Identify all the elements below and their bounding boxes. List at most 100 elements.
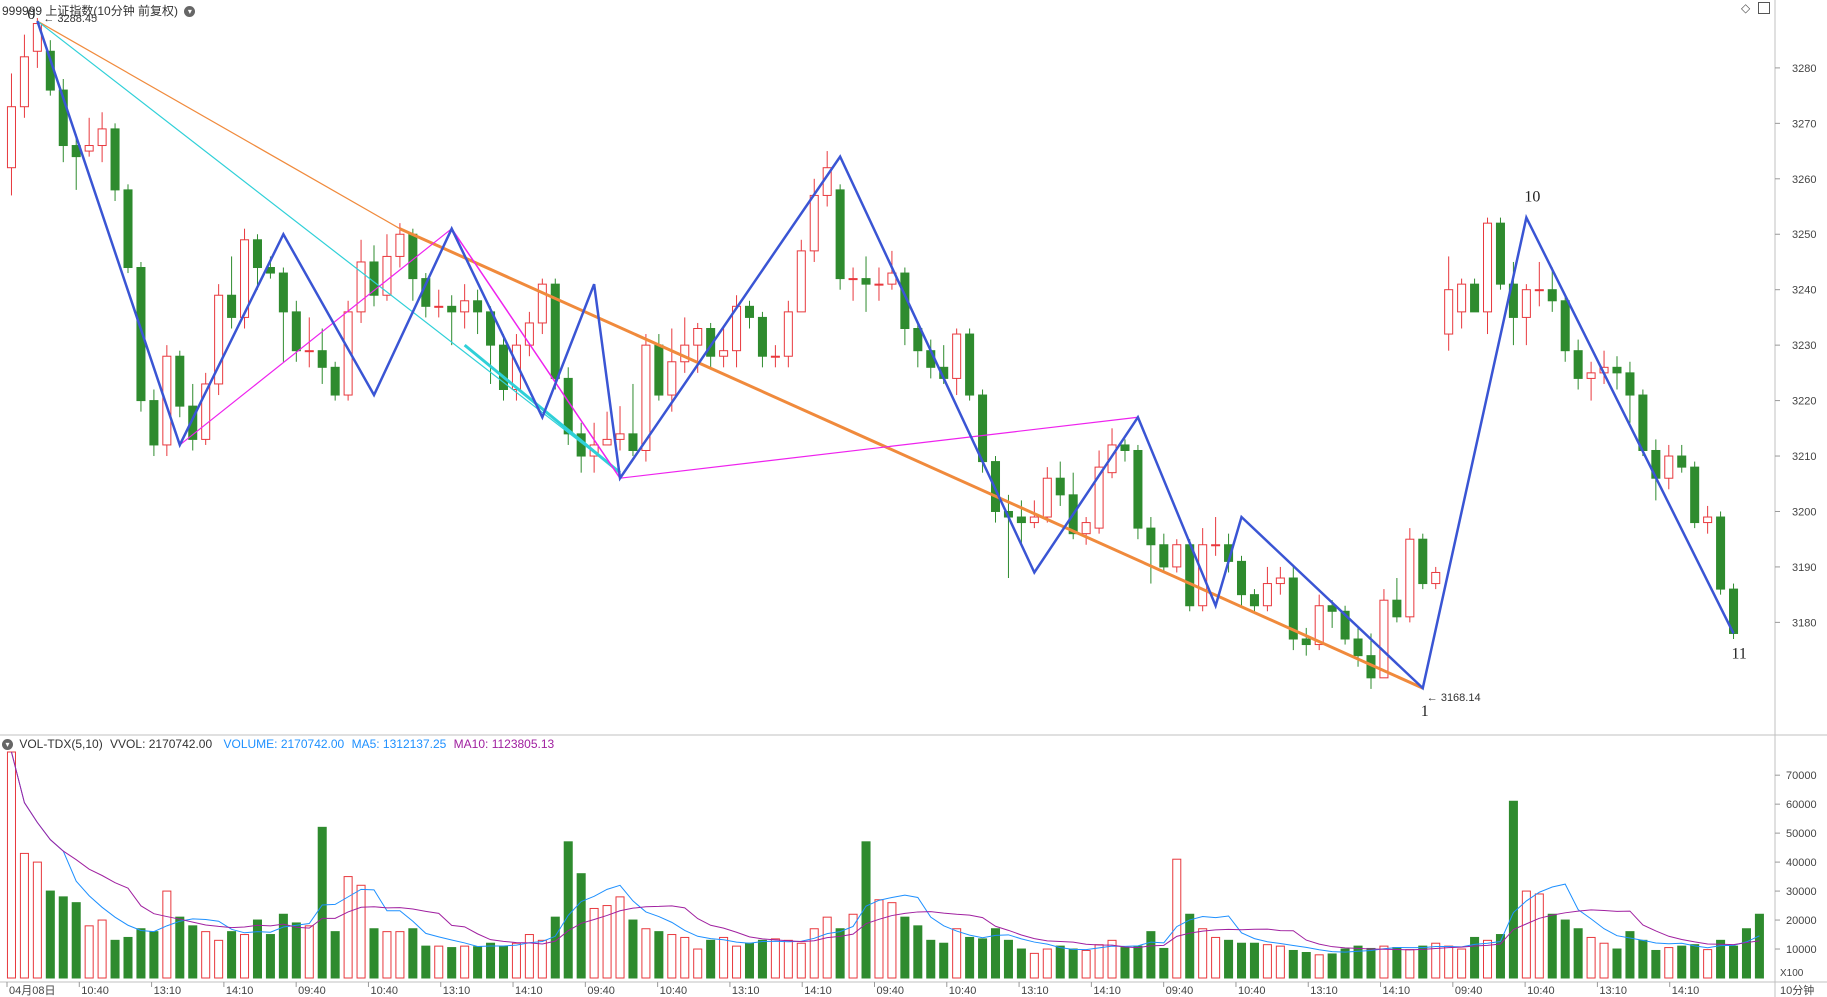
candle-body — [498, 344, 509, 390]
candle-body — [136, 267, 146, 402]
volume-tick-label: 70000 — [1786, 770, 1817, 782]
volume-bar — [1431, 942, 1441, 979]
candle-body — [809, 194, 819, 252]
volume-bar — [278, 913, 288, 979]
chevron-down-circle-icon[interactable]: ▾ — [184, 6, 196, 18]
volume-bar — [1483, 939, 1493, 979]
magenta-line — [179, 228, 453, 446]
time-tick-label: 09:40 — [587, 985, 615, 997]
wave-zigzag — [36, 20, 1735, 691]
candle-body — [1094, 466, 1104, 529]
volume-bar — [1224, 939, 1234, 979]
volume-bar — [1664, 947, 1674, 979]
volume-bar — [162, 890, 172, 979]
volume-bar — [291, 922, 301, 979]
volume-bar — [1573, 928, 1583, 979]
time-tick-label: 14:10 — [1093, 985, 1121, 997]
candle-body — [744, 305, 755, 318]
candle-body — [861, 278, 871, 285]
candle-body — [149, 400, 159, 446]
candle-body — [356, 261, 366, 313]
time-tick-label: 10:40 — [949, 985, 977, 997]
volume-bar — [1508, 800, 1518, 979]
volume-bar — [252, 919, 262, 979]
volume-bar — [343, 876, 353, 979]
candle-body — [1470, 283, 1480, 313]
candle-body — [1703, 516, 1713, 524]
price-tick-label: 3280 — [1792, 63, 1816, 75]
candle-body — [1431, 571, 1441, 585]
chevron-down-circle-icon[interactable]: ▾ — [2, 739, 13, 751]
candle-body — [278, 272, 288, 313]
volume-bar — [796, 942, 806, 979]
wave-label: 10 — [1524, 189, 1540, 206]
panel-toggle-icon[interactable] — [1758, 2, 1770, 14]
volume-indicator-name: VOL-TDX(5,10) — [19, 737, 103, 751]
volume-bar — [408, 928, 418, 979]
candle-body — [654, 344, 664, 396]
volume-bar — [201, 931, 211, 979]
volume-bar — [822, 916, 832, 979]
volume-bar — [1211, 936, 1221, 979]
volume-bar — [304, 925, 314, 979]
volume-header: ▾ VOL-TDX(5,10) VVOL: 2170742.00 VOLUME:… — [2, 737, 554, 751]
volume-bar — [1754, 913, 1764, 979]
wave-label: 11 — [1732, 645, 1747, 662]
time-tick-label: 09:40 — [877, 985, 905, 997]
price-tick-label: 3210 — [1792, 451, 1816, 463]
candle-body — [214, 294, 224, 385]
time-tick-label: 10:40 — [1238, 985, 1266, 997]
candles[interactable] — [6, 18, 1739, 689]
volume-bar — [602, 905, 612, 979]
volume-bar — [1185, 913, 1195, 979]
candle-body — [1573, 350, 1583, 379]
candle-body — [252, 239, 262, 269]
volume-bar — [874, 899, 884, 979]
candle-body — [667, 361, 677, 396]
volume-bar — [240, 934, 250, 979]
candle-body — [110, 128, 120, 191]
candle-body — [1625, 372, 1635, 396]
volume-bar — [110, 939, 120, 979]
volume-bar — [1029, 952, 1039, 979]
volume-bar — [19, 852, 29, 979]
candle-body — [1444, 289, 1454, 335]
volume-bar — [667, 934, 677, 979]
volume-bar — [965, 936, 975, 979]
diamond-icon[interactable]: ◇ — [1741, 1, 1751, 15]
volume-bar — [32, 861, 42, 979]
time-tick-label: 09:40 — [1455, 985, 1483, 997]
volume-bar — [887, 902, 897, 979]
candle-body — [1314, 605, 1324, 646]
price-tick-label: 3250 — [1792, 229, 1816, 241]
volume-value: VOLUME: 2170742.00 — [223, 737, 345, 751]
candle-body — [1508, 283, 1518, 318]
candle-body — [58, 89, 68, 147]
candle-body — [783, 311, 793, 357]
volume-bar — [1340, 948, 1350, 979]
volume-bar — [382, 931, 392, 979]
candle-body — [693, 328, 703, 346]
candle-body — [473, 300, 483, 313]
high-price-label: ← 3288.45 — [43, 13, 97, 25]
candle-body — [537, 283, 547, 324]
candle-body — [1055, 477, 1065, 496]
volume-ma-lines — [10, 751, 1760, 953]
volume-bar — [1444, 945, 1454, 979]
ma10-line — [10, 751, 1760, 951]
volume-bar — [214, 939, 224, 979]
volume-bars[interactable] — [6, 751, 1764, 979]
time-tick-label: 13:10 — [1021, 985, 1049, 997]
volume-bar — [460, 945, 470, 979]
candle-body — [628, 433, 638, 451]
volume-bar — [369, 928, 379, 979]
candle-body — [19, 56, 29, 108]
volume-bar — [149, 931, 159, 979]
orange-trend-line — [37, 20, 401, 230]
volume-bar — [1392, 947, 1402, 979]
volume-bar — [563, 841, 573, 979]
candle-body — [796, 250, 806, 313]
volume-bar — [227, 931, 237, 979]
vvol-value: VVOL: 2170742.00 — [110, 737, 213, 751]
